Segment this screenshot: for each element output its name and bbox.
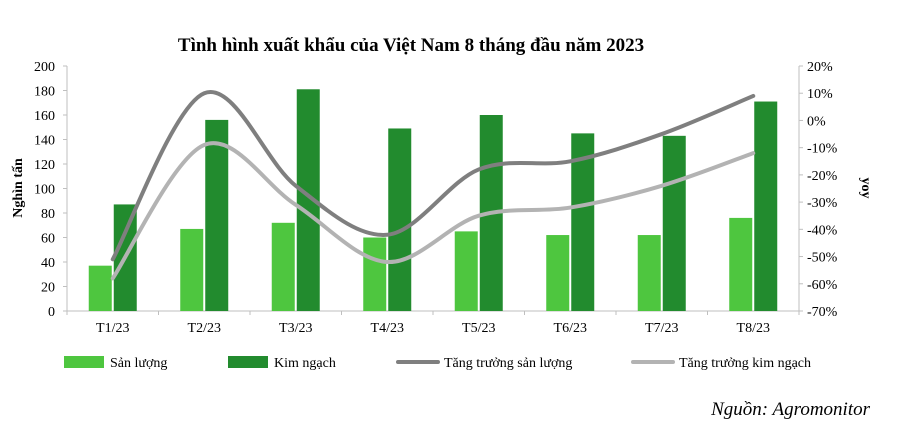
y-tick-label: 0 (48, 305, 55, 320)
y2-tick-label: -70% (807, 305, 838, 320)
y2-tick-label: -40% (807, 223, 838, 238)
y-tick-label: 20 (41, 281, 55, 296)
y-tick-label: 180 (34, 85, 55, 100)
x-tick-label: T5/23 (462, 321, 495, 336)
bar-Sản lượng (454, 231, 478, 311)
y2-tick-label: -60% (807, 278, 838, 293)
y-tick-label: 40 (41, 256, 55, 271)
plot-area: 0 20 40 60 80 100 120 140 160 180 200 -70% -60% -50% -… (34, 60, 838, 336)
x-tick-label: T6/23 (554, 321, 587, 336)
y2-tick-label: 0% (807, 114, 826, 129)
x-tick-label: T1/23 (96, 321, 129, 336)
y-tick-label: 160 (34, 109, 55, 124)
bar-Sản lượng (271, 222, 295, 311)
bar-Kim ngạch (205, 119, 229, 312)
y-tick-label: 140 (34, 134, 55, 149)
x-tick-label: T7/23 (645, 321, 678, 336)
y2-tick-label: 20% (807, 60, 833, 75)
y-tick-label: 200 (34, 60, 55, 75)
bar-Sản lượng (180, 228, 204, 311)
bar-Kim ngạch (754, 101, 778, 312)
y2-axis-title: yoy (858, 178, 873, 199)
y-tick-label: 60 (41, 232, 55, 247)
x-tick-label: T8/23 (737, 321, 770, 336)
y2-tick-label: -20% (807, 169, 838, 184)
x-tick-label: T2/23 (188, 321, 221, 336)
bar-Kim ngạch (296, 89, 320, 312)
y-tick-label: 80 (41, 207, 55, 222)
legend: Sản lượng Kim ngạch Tăng trưởng sản lượng T… (64, 356, 811, 371)
y2-tick-label: 10% (807, 87, 833, 102)
chart-title: Tình hình xuất khẩu của Việt Nam 8 tháng… (178, 35, 644, 56)
y-tick-label: 100 (34, 183, 55, 198)
y2-tick-label: -10% (807, 142, 838, 157)
bar-Kim ngạch (388, 128, 412, 311)
bar-Sản lượng (546, 235, 570, 311)
legend-label-Tăng trưởng sản lượng: Tăng trưởng sản lượng (444, 356, 572, 371)
bar-Sản lượng (729, 217, 753, 311)
legend-label-Tăng trưởng kim ngạch: Tăng trưởng kim ngạch (679, 356, 811, 371)
y2-tick-label: -30% (807, 196, 838, 211)
bar-Sản lượng (88, 265, 112, 311)
x-tick-label: T3/23 (279, 321, 312, 336)
x-tick-label: T4/23 (371, 321, 404, 336)
y2-tick-label: -50% (807, 251, 838, 266)
bar-Kim ngạch (571, 133, 595, 311)
source-note: Nguồn: Agromonitor (710, 399, 870, 420)
bar-Sản lượng (637, 235, 661, 311)
legend-swatch-Sản lượng (64, 356, 104, 368)
legend-label-Sản lượng: Sản lượng (110, 356, 167, 371)
bar-Kim ngạch (662, 135, 686, 311)
legend-label-Kim ngạch: Kim ngạch (274, 356, 336, 371)
y-tick-label: 120 (34, 158, 55, 173)
line-Tăng trưởng sản lượng (110, 90, 756, 262)
y-axis-title: Nghìn tấn (11, 158, 26, 218)
legend-swatch-Kim ngạch (228, 356, 268, 368)
bar-Sản lượng (363, 237, 387, 311)
